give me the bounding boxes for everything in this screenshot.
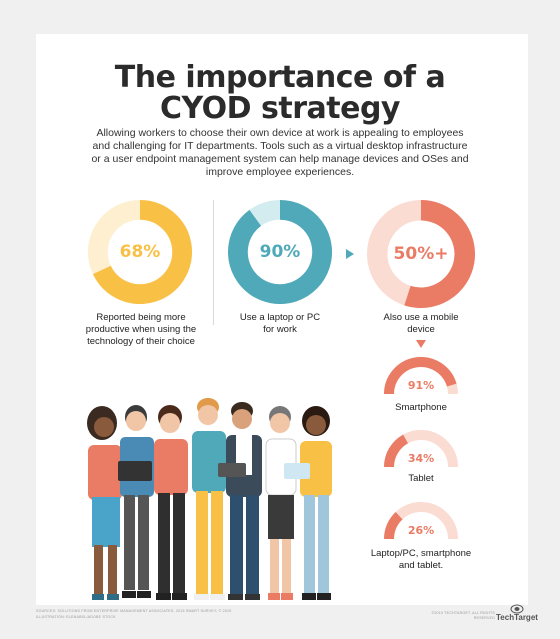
device-gauge-all: 26% [384,502,458,540]
gauge-percent-text: 91% [407,379,435,392]
person-figure [265,406,297,600]
donut-ring [228,200,332,304]
arrow-right-icon [346,249,354,259]
person-figure [87,406,122,600]
donut-value-arc [228,200,332,304]
device-label-tablet: Tablet [408,473,434,484]
footer-sources: SOURCES: SOLUTIONS FROM ENTERPRISE MANAG… [36,609,232,613]
donut-percent-text: 90% [259,242,301,262]
stat-donut-laptop: 90% [228,200,332,304]
person-figure [154,405,188,600]
stat-donut-productive: 68% [88,200,192,304]
gauge-percent-text: 34% [407,452,435,465]
gauge-arc [384,502,458,540]
person-figure [192,398,226,600]
divider-line [213,200,214,325]
stat-donut-mobile: 50%+ [366,199,476,309]
person-figure [284,406,332,600]
person-figure [218,402,262,600]
arrow-down-icon [416,340,426,348]
donut-percent-text: 68% [119,242,161,262]
techtarget-logo-icon [510,604,524,614]
brand-name: TechTarget [496,613,538,622]
gauge-arc [384,357,458,395]
donut-percent-text: 50%+ [393,244,449,264]
donut-value-arc [404,200,475,308]
gauge-value-arc [384,357,457,395]
gauge-value-arc [384,434,409,468]
title-line-1: The importance of a [114,60,446,95]
donut-ring [88,200,192,304]
donut-value-arc [92,200,192,304]
device-label-all: Laptop/PC, smartphone and tablet. [370,548,472,571]
stat-label-mobile: Also use a mobile device [383,312,459,335]
device-gauge-tablet: 34% [384,430,458,468]
footer-rights: ©2019 TECHTARGET. ALL RIGHTS RESERVED [431,611,495,620]
gauge-arc [384,430,458,468]
page-title: The importance of a CYOD strategy [0,62,560,124]
donut-ring [366,199,476,309]
title-line-2: CYOD strategy [160,91,400,126]
stat-label-productive: Reported being more productive when usin… [85,312,197,347]
people-illustration [87,398,332,600]
footer-illustration: ILLUSTRATION: ELENABSL/ADOBE STOCK [36,615,116,619]
person-figure [118,405,154,598]
device-gauge-smartphone: 91% [384,357,458,395]
stat-label-laptop: Use a laptop or PC for work [239,312,321,335]
device-label-smartphone: Smartphone [395,402,447,413]
brand-logo: TechTarget [496,604,538,622]
gauge-value-arc [384,512,403,540]
gauge-percent-text: 26% [407,524,435,537]
intro-paragraph: Allowing workers to choose their own dev… [91,127,469,178]
